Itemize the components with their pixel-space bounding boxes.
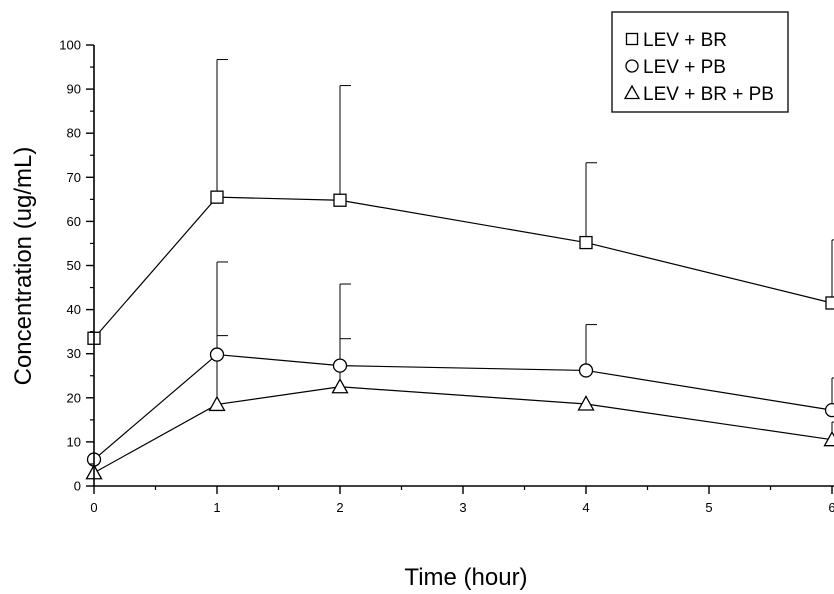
data-point: [825, 296, 834, 310]
data-point: [331, 377, 349, 394]
data-point: [210, 190, 224, 204]
series-line: [93, 386, 833, 474]
data-point: [578, 363, 594, 378]
y-tick-label: 90: [67, 82, 81, 97]
data-point: [577, 395, 595, 411]
x-tick-label: 2: [336, 500, 343, 515]
y-tick-label: 80: [67, 126, 81, 141]
x-tick-label: 6: [828, 500, 834, 515]
y-tick-label: 30: [67, 346, 81, 361]
series-line: [93, 353, 833, 460]
series-line: [93, 196, 833, 339]
x-tick-label: 3: [459, 500, 466, 515]
x-tick-label: 1: [213, 500, 220, 515]
data-point: [332, 358, 348, 373]
legend: LEV + BR LEV + PB LEV + BR + PB: [611, 11, 789, 113]
x-axis-title: Time (hour): [404, 564, 527, 591]
legend-marker: [623, 84, 641, 100]
y-tick-label: 20: [67, 390, 81, 405]
y-tick-label: 50: [67, 258, 81, 273]
y-tick-label: 0: [74, 479, 81, 494]
legend-marker: [625, 59, 639, 73]
legend-label: LEV + BR: [643, 30, 727, 51]
data-point: [208, 395, 226, 412]
data-point: [333, 193, 347, 207]
data-point: [209, 347, 225, 362]
plot-area: [85, 59, 834, 480]
y-tick-label: 40: [67, 302, 81, 317]
y-tick-label: 100: [59, 38, 81, 53]
y-tick-label: 10: [67, 434, 81, 449]
legend-marker: [625, 32, 639, 46]
data-point: [824, 402, 834, 418]
y-tick-label: 60: [67, 214, 81, 229]
x-tick-label: 0: [90, 500, 97, 515]
legend-label: LEV + BR + PB: [643, 84, 774, 105]
x-tick-label: 5: [705, 500, 712, 515]
x-tick-label: 4: [582, 500, 589, 515]
legend-label: LEV + PB: [643, 57, 726, 78]
y-axis-title: Concentration (ug/mL): [10, 147, 37, 386]
axes: 0 10 20 30 40 50 60 70 80 90 100 0 1 2 3 4 5 6: [59, 38, 834, 515]
legend-box: [611, 11, 789, 113]
data-point: [823, 430, 834, 447]
y-tick-label: 70: [67, 170, 81, 185]
data-point: [579, 235, 593, 250]
